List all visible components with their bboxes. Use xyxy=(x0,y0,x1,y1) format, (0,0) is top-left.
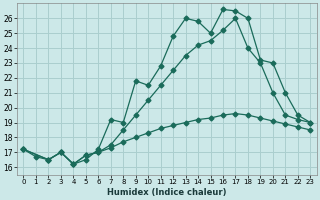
X-axis label: Humidex (Indice chaleur): Humidex (Indice chaleur) xyxy=(107,188,227,197)
